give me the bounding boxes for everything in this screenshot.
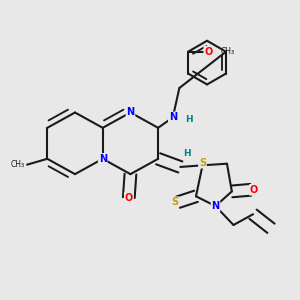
Text: O: O <box>250 185 258 195</box>
Text: N: N <box>99 154 107 164</box>
Text: S: S <box>171 197 178 207</box>
Text: O: O <box>125 193 133 202</box>
Text: N: N <box>126 107 134 118</box>
Text: S: S <box>199 158 206 168</box>
Text: N: N <box>212 201 220 211</box>
Text: CH₃: CH₃ <box>221 46 235 56</box>
Text: H: H <box>183 149 190 158</box>
Text: H: H <box>185 116 193 124</box>
Text: N: N <box>169 112 177 122</box>
Text: CH₃: CH₃ <box>10 160 25 169</box>
Text: O: O <box>204 47 212 57</box>
